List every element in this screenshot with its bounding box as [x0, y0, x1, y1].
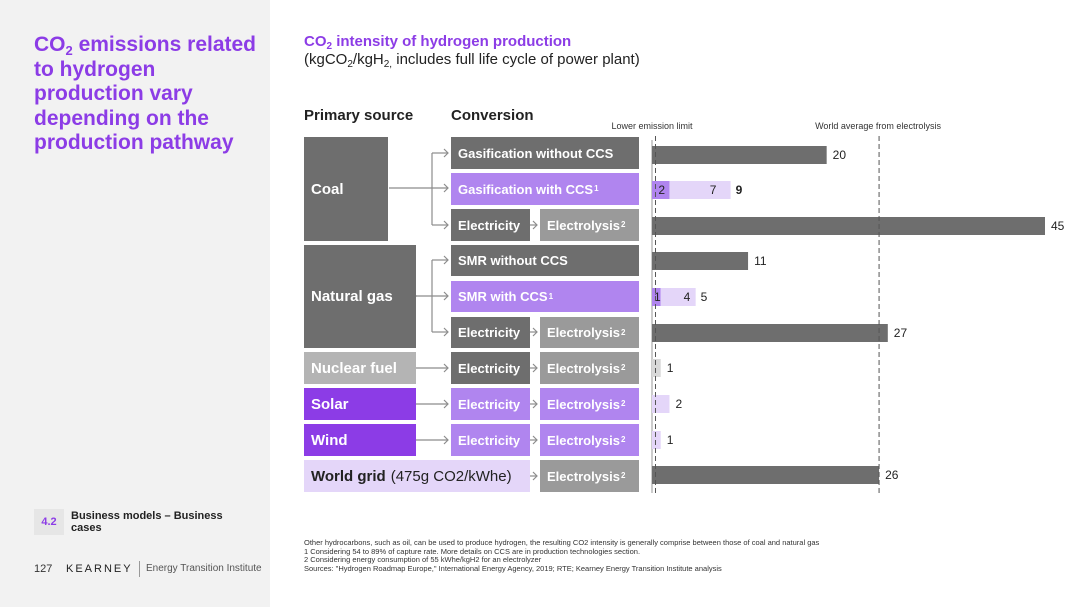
- bar-range-segment: [660, 288, 696, 306]
- source-coal: Coal: [304, 137, 388, 241]
- conversion-electrolysis-wind: Electrolysis 2: [540, 424, 639, 456]
- section-label: Business models – Business cases: [71, 510, 223, 534]
- footnote-2: 2 Considering energy consumption of 55 k…: [304, 555, 542, 564]
- bar: [652, 395, 670, 413]
- conversion-electrolysis-grid: Electrolysis 2: [540, 460, 639, 492]
- bar: [652, 466, 880, 484]
- footnote-hydrocarbons: Other hydrocarbons, such as oil, can be …: [304, 538, 820, 547]
- conversion-electricity-gas: Electricity: [451, 317, 530, 348]
- bar-max-label: 9: [736, 183, 743, 197]
- world-average-label: World average from electrolysis: [815, 121, 941, 131]
- footnotes: Other hydrocarbons, such as oil, can be …: [304, 538, 1064, 573]
- footnote-1: 1 Considering 54 to 89% of capture rate.…: [304, 546, 641, 556]
- conversion-electrolysis-coal: Electrolysis 2: [540, 209, 639, 241]
- conversion-header: Conversion: [451, 107, 534, 124]
- conversion-gasification-ccs: Gasification with CCS 1: [451, 173, 639, 205]
- bar-value-label: 26: [885, 468, 899, 482]
- bar-value-label: 27: [894, 326, 908, 340]
- conversion-electricity-coal: Electricity: [451, 209, 530, 241]
- conversion-electricity-wind: Electricity: [451, 424, 530, 456]
- bar: [652, 146, 827, 164]
- source-solar: Solar: [304, 388, 416, 420]
- source-world-grid: World grid (475g CO2/kWhe): [304, 460, 530, 492]
- bar-mid-label: 4: [684, 290, 691, 304]
- conversion-gasification-no-ccs: Gasification without CCS: [451, 137, 639, 169]
- bar: [652, 359, 661, 377]
- brand-subtitle: Energy Transition Institute: [146, 563, 262, 574]
- chart-title: CO2 intensity of hydrogen production: [304, 33, 572, 52]
- brand-divider: [139, 561, 140, 577]
- bar-value-label: 1: [667, 361, 674, 375]
- left-panel: [0, 0, 270, 607]
- source-nuclear-fuel: Nuclear fuel: [304, 352, 416, 384]
- brand-logo: KEARNEY: [66, 563, 133, 575]
- bar: [652, 324, 888, 342]
- bar: [652, 252, 749, 270]
- bar-min-label: 2: [658, 183, 665, 197]
- bar-value-label: 1: [667, 433, 674, 447]
- conversion-smr-no-ccs: SMR without CCS: [451, 245, 639, 276]
- bar-min-segment: [652, 181, 670, 199]
- page-number: 127: [34, 563, 53, 575]
- footnote-sources: Sources: "Hydrogen Roadmap Europe," Inte…: [304, 563, 722, 573]
- conversion-electrolysis-solar: Electrolysis 2: [540, 388, 639, 420]
- slide-headline: CO2 emissions related to hydrogen produc…: [34, 33, 257, 154]
- bar: [652, 431, 661, 449]
- bar-value-label: 45: [1051, 219, 1065, 233]
- conversion-electricity-solar: Electricity: [451, 388, 530, 420]
- world-grid-intensity-note: (475g CO2/kWhe): [390, 467, 512, 485]
- conversion-smr-ccs: SMR with CCS 1: [451, 281, 639, 312]
- chart-subtitle: (kgCO2/kgH2, includes full life cycle of…: [304, 51, 640, 70]
- section-number-badge: 4.2: [34, 509, 64, 535]
- primary-source-header: Primary source: [304, 107, 414, 124]
- conversion-electrolysis-gas: Electrolysis 2: [540, 317, 639, 348]
- bar-range-segment: [669, 181, 731, 199]
- bar-min-label: 1: [654, 290, 661, 304]
- bar: [652, 217, 1045, 235]
- bar-max-label: 5: [701, 290, 708, 304]
- bar-value-label: 20: [833, 148, 847, 162]
- bar-mid-label: 7: [710, 183, 717, 197]
- conversion-electricity-nuclear: Electricity: [451, 352, 530, 384]
- lower-emission-limit-label: Lower emission limit: [611, 121, 693, 131]
- bar-value-label: 11: [754, 254, 767, 268]
- source-natural-gas: Natural gas: [304, 245, 416, 348]
- conversion-electrolysis-nuclear: Electrolysis 2: [540, 352, 639, 384]
- bar-value-label: 2: [675, 397, 682, 411]
- source-wind: Wind: [304, 424, 416, 456]
- bar-min-segment: [652, 288, 661, 306]
